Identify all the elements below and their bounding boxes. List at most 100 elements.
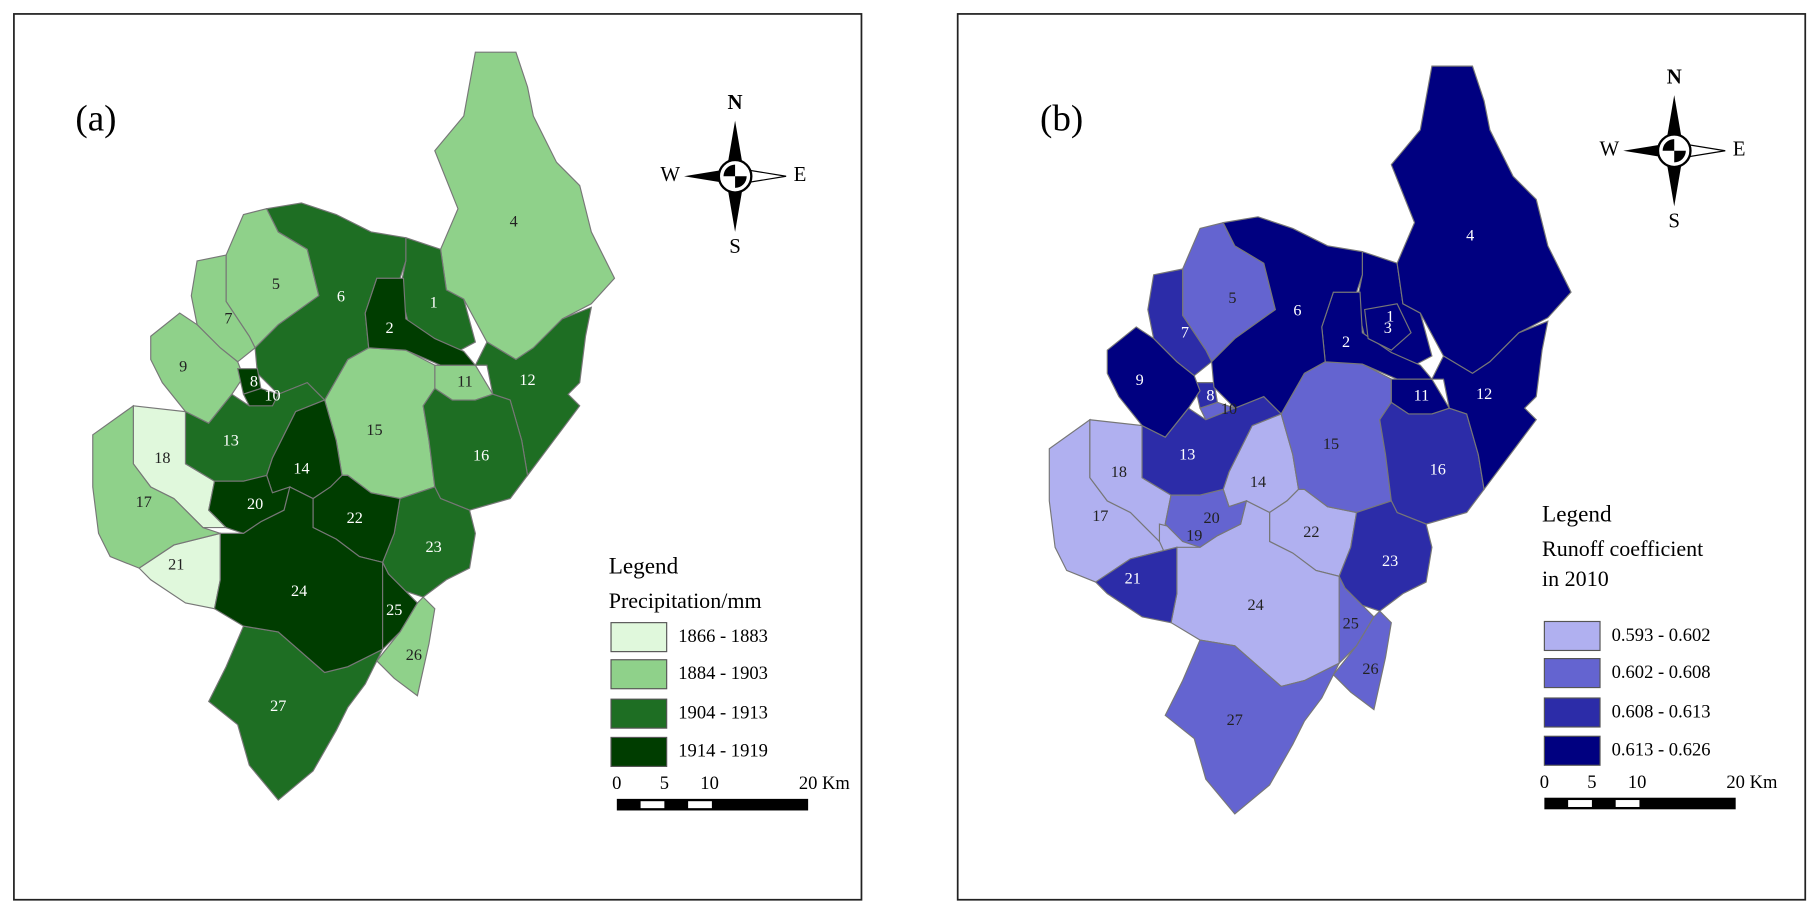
subbasin (1141, 395, 1283, 496)
subbasin (1164, 639, 1341, 815)
subbasin-label: 24 (291, 582, 307, 600)
subbasin-label: 13 (223, 431, 239, 449)
subbasin (376, 596, 436, 697)
scale-label: 20 (799, 773, 818, 794)
subbasin (1193, 382, 1219, 409)
subbasin-label: 15 (1323, 435, 1339, 453)
legend-swatch (1543, 735, 1601, 766)
compass-e: E (1733, 137, 1746, 161)
legend-subtitle: in 2010 (1542, 566, 1609, 591)
subbasin (1338, 500, 1433, 612)
subbasin-label: 25 (1343, 615, 1359, 633)
subbasin-label: 2 (386, 319, 394, 337)
subbasin-label: 14 (1250, 473, 1266, 491)
compass-s: S (1668, 208, 1680, 232)
subbasin-label: 10 (1221, 400, 1237, 418)
subbasin-label: 16 (1430, 460, 1446, 478)
compass-s: S (729, 234, 741, 258)
subbasin-label: 2 (1342, 333, 1350, 351)
subbasin (1430, 320, 1549, 491)
scale-bar-segment (1568, 800, 1592, 807)
subbasin-label: 19 (1186, 527, 1202, 545)
scale-label: 5 (660, 773, 669, 794)
subbasin-label: 26 (1362, 660, 1378, 678)
subbasin (190, 254, 256, 363)
legend-swatch (610, 622, 668, 653)
scale-bar-segment (688, 801, 712, 809)
subbasin-label: 18 (1111, 463, 1127, 481)
legend-label: 0.602 - 0.608 (1612, 662, 1711, 683)
compass-n: N (1667, 65, 1682, 89)
subbasin-label: 21 (1125, 569, 1141, 587)
legend-title: Legend (609, 553, 679, 579)
subbasin-label: 22 (1303, 523, 1319, 541)
subbasin-label: 4 (1466, 226, 1474, 244)
subbasin-label: 18 (154, 449, 170, 467)
subbasin-label: 4 (510, 212, 518, 230)
panel-frame (13, 13, 863, 901)
scale-label: 20 (1726, 772, 1745, 793)
subbasin (364, 277, 477, 366)
legend-swatch (1543, 658, 1601, 689)
subbasin (382, 562, 419, 651)
subbasin-label: 14 (293, 459, 309, 477)
subbasin-label: 22 (347, 509, 363, 527)
subbasin-label: 15 (366, 421, 382, 439)
compass-n: N (728, 90, 743, 114)
legend-swatch (610, 736, 668, 767)
subbasin (1364, 303, 1412, 351)
compass: N S W E (660, 90, 806, 258)
legend-label: 1904 - 1913 (678, 702, 768, 723)
subbasin-label: 8 (1206, 386, 1214, 404)
scale-bar-segment (640, 801, 665, 809)
scale-label: 10 (700, 773, 719, 794)
legend-swatch (610, 698, 668, 729)
subbasin-label: 1 (430, 294, 438, 312)
subbasin-label: 7 (1181, 324, 1189, 342)
subbasin-label: 12 (519, 371, 535, 389)
panel-label: (a) (75, 98, 116, 139)
legend-subtitle: Runoff coefficient (1542, 536, 1703, 561)
map: 1821457911151726161213162327281014202224… (92, 51, 616, 801)
legend-swatch (1543, 620, 1601, 652)
compass-quad (723, 164, 747, 188)
scale-unit: Km (1750, 772, 1778, 793)
subbasin-label: 27 (270, 697, 286, 715)
scale-label: 0 (612, 773, 621, 794)
subbasin-label: 11 (457, 372, 473, 390)
subbasin-label: 10 (264, 386, 280, 404)
scale-bar (616, 798, 809, 811)
subbasin (254, 202, 407, 401)
subbasin (1211, 216, 1363, 415)
scale-label: 10 (1628, 772, 1647, 793)
subbasin (1106, 326, 1201, 438)
subbasin-label: 20 (1204, 509, 1220, 527)
panel-frame (956, 13, 1807, 901)
legend-label: 1914 - 1919 (678, 741, 768, 762)
subbasin-label: 9 (1136, 371, 1144, 389)
subbasin-label: 6 (337, 288, 345, 306)
compass-w: W (1599, 137, 1619, 161)
subbasin-label: 9 (179, 357, 187, 375)
compass-e: E (794, 162, 807, 186)
subbasin-label: 25 (386, 601, 402, 619)
subbasin-label: 6 (1293, 302, 1301, 320)
subbasin (242, 387, 280, 407)
subbasin-label: 7 (224, 310, 232, 328)
legend-label: 0.593 - 0.602 (1612, 625, 1711, 646)
scale-label: 0 (1540, 772, 1549, 793)
panel-label: (b) (1040, 98, 1083, 139)
compass: N S W E (1599, 65, 1745, 233)
scale-bar-segment (1615, 800, 1640, 807)
subbasin-label: 23 (1382, 552, 1398, 570)
subbasin-label: 16 (473, 447, 489, 465)
legend-label: 0.613 - 0.626 (1612, 740, 1711, 761)
subbasin-label: 12 (1476, 385, 1492, 403)
subbasin (1332, 610, 1392, 711)
subbasin-label: 8 (250, 372, 258, 390)
subbasin-label: 26 (406, 646, 422, 664)
compass-w: W (660, 162, 680, 186)
scale-bar (1544, 797, 1736, 810)
subbasin-label: 1 (1386, 307, 1394, 325)
